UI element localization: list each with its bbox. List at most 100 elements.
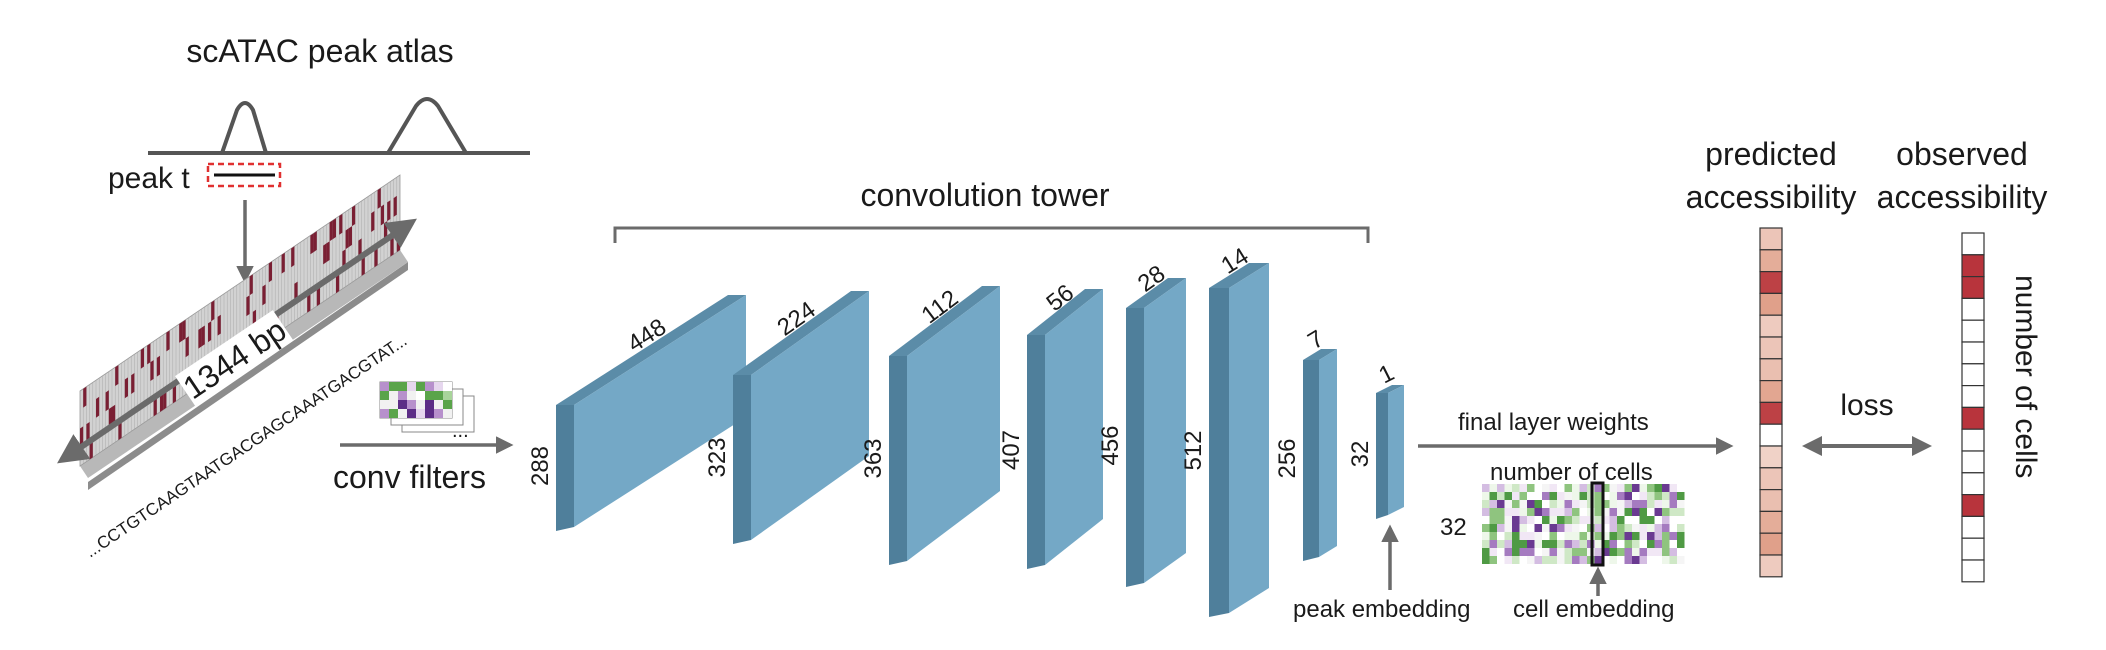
conv-block-front-face [574, 295, 746, 527]
weight-cell [1512, 540, 1520, 548]
weight-cell [1519, 516, 1527, 524]
weight-cell [1497, 556, 1505, 564]
weight-cell [1624, 508, 1632, 516]
weight-cell [1489, 484, 1497, 492]
weight-cell [1504, 532, 1512, 540]
conv-block-top-face [1027, 289, 1103, 335]
weight-cell [1632, 556, 1640, 564]
onehot-nucleotide [140, 347, 145, 369]
weight-cell [1647, 492, 1655, 500]
conv-block-front-face [1229, 263, 1269, 613]
conv-filter-weight [407, 382, 416, 391]
peak-embedding-label: peak embedding [1293, 596, 1470, 623]
conv-filter-weight [425, 409, 434, 418]
weight-cell [1482, 556, 1490, 564]
weight-cell [1669, 508, 1677, 516]
weight-cell [1572, 524, 1580, 532]
weight-cell [1557, 492, 1565, 500]
weight-cell [1609, 516, 1617, 524]
weight-cell [1662, 556, 1670, 564]
tower-bracket [613, 226, 1370, 243]
conv-block-top-face [1126, 278, 1186, 308]
conv-filter-weight [380, 400, 389, 409]
onehot-nucleotide [115, 365, 119, 386]
weight-cell [1549, 532, 1557, 540]
weight-cell [1617, 548, 1625, 556]
onehot-nucleotide [291, 246, 295, 268]
predicted-title-line2: accessibility [1686, 179, 1857, 215]
weight-cell [1564, 524, 1572, 532]
weight-cell [1602, 492, 1610, 500]
predicted-cell [1759, 467, 1783, 491]
weight-cell [1519, 548, 1527, 556]
weight-cell [1527, 484, 1535, 492]
layer-channels-label: 288 [527, 446, 554, 486]
conv-filter-weight [434, 409, 443, 418]
conv-layer-block-8: 1 32 [1347, 359, 1404, 519]
weight-cell [1519, 524, 1527, 532]
onehot-nucleotide [96, 396, 100, 418]
conv-filter-weight [398, 400, 407, 409]
weight-cell [1489, 524, 1497, 532]
weight-cell [1669, 532, 1677, 540]
predicted-cell [1759, 380, 1783, 404]
weight-cell [1639, 556, 1647, 564]
weight-cell [1579, 508, 1587, 516]
weight-cell [1542, 508, 1550, 516]
weight-cell [1669, 516, 1677, 524]
weight-cell [1617, 492, 1625, 500]
conv-filter-weight [407, 391, 416, 400]
weight-cell [1549, 548, 1557, 556]
weight-cell [1534, 532, 1542, 540]
conv-block-front-face [907, 286, 1000, 561]
observed-cell [1961, 276, 1985, 300]
weight-cell [1579, 532, 1587, 540]
weight-cell [1542, 492, 1550, 500]
conv-filter-weight [380, 409, 389, 418]
layer-length-label: 1 [1375, 359, 1399, 389]
weight-cell [1617, 500, 1625, 508]
conv-filters-panel: ... conv filters [333, 381, 514, 495]
onehot-nucleotide [323, 243, 327, 265]
predicted-title-line1: predicted [1705, 136, 1837, 172]
predicted-cell [1759, 445, 1783, 469]
weight-cell [1527, 532, 1535, 540]
weight-cell [1677, 500, 1685, 508]
weight-cell [1669, 548, 1677, 556]
layer-channels-label: 407 [998, 430, 1025, 470]
weight-cell [1572, 500, 1580, 508]
observed-cell [1961, 494, 1985, 518]
onehot-nucleotide [345, 228, 349, 250]
final-weights-label: final layer weights [1458, 409, 1649, 436]
conv-filter-weight [389, 400, 398, 409]
weight-cell [1564, 508, 1572, 516]
weight-cell [1482, 484, 1490, 492]
weight-cell [1512, 484, 1520, 492]
weight-cell [1632, 500, 1640, 508]
weight-cell [1669, 540, 1677, 548]
weight-cell [1512, 516, 1520, 524]
weight-cell [1662, 492, 1670, 500]
observed-cell [1961, 406, 1985, 430]
weight-cell [1482, 540, 1490, 548]
weight-cell [1557, 556, 1565, 564]
conv-filter-weight [407, 409, 416, 418]
weight-cell [1639, 516, 1647, 524]
layer-channels-label: 512 [1180, 430, 1207, 470]
final-layer-panel: final layer weights number of cells 32 p… [1293, 409, 1734, 623]
atlas-title: scATAC peak atlas [186, 33, 453, 69]
weight-cell [1609, 532, 1617, 540]
onehot-nucleotide [329, 220, 333, 242]
layer-channels-label: 256 [1274, 438, 1301, 478]
weight-cell [1482, 524, 1490, 532]
conv-block-top-face [1303, 349, 1337, 360]
conv-filter-weight [434, 400, 443, 409]
predicted-cell [1759, 489, 1783, 513]
onehot-nucleotide [249, 274, 253, 296]
convolution-tower: convolution tower 4482882243231123635640… [527, 177, 1404, 617]
weight-cell [1594, 532, 1602, 540]
weight-cell [1527, 508, 1535, 516]
